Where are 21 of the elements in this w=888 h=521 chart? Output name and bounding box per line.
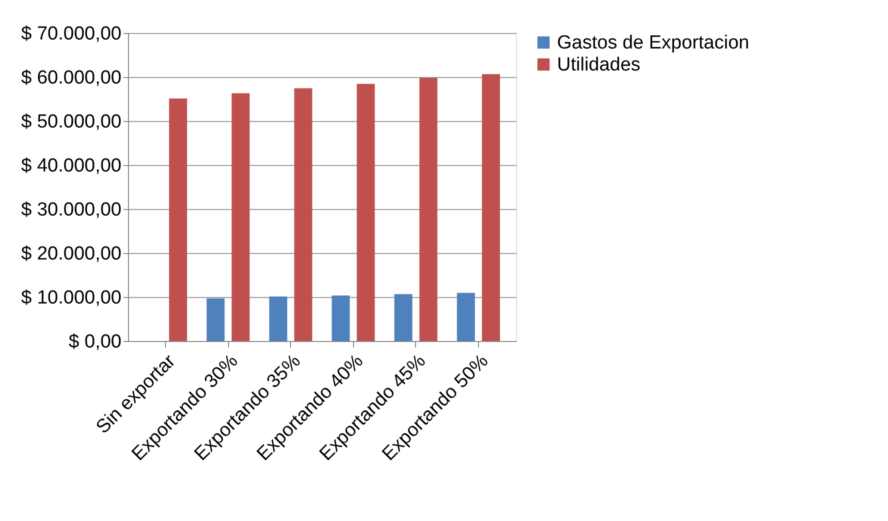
- bar: [419, 78, 438, 341]
- legend-label: Utilidades: [557, 54, 640, 76]
- bar: [169, 98, 188, 341]
- legend-label: Gastos de Exportacion: [557, 32, 750, 54]
- y-tick-label: $ 10.000,00: [21, 288, 122, 308]
- y-tick-label: $ 40.000,00: [21, 156, 122, 176]
- y-tick-label: $ 60.000,00: [21, 68, 122, 88]
- bar: [456, 292, 475, 341]
- y-tick-label: $ 50.000,00: [21, 112, 122, 132]
- y-tick-label: $ 70.000,00: [21, 24, 122, 44]
- y-tick-label: $ 20.000,00: [21, 244, 122, 264]
- bar: [356, 84, 375, 341]
- bar: [482, 74, 500, 341]
- bar: [269, 296, 288, 341]
- bar: [394, 294, 412, 341]
- y-tick-label: $ 0,00: [68, 332, 122, 352]
- bar: [332, 295, 350, 341]
- bar: [206, 298, 225, 341]
- bar: [232, 93, 250, 341]
- bar: [294, 88, 312, 341]
- y-tick-label: $ 30.000,00: [21, 200, 122, 220]
